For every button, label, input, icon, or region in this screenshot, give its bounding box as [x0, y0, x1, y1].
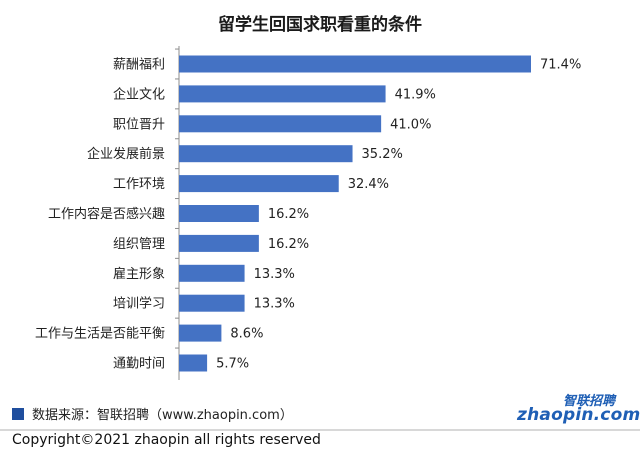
category-label: 工作环境	[113, 177, 165, 192]
category-label: 工作与生活是否能平衡	[35, 327, 165, 342]
chart-title: 留学生回国求职看重的条件	[218, 15, 422, 35]
bar	[179, 145, 353, 163]
bar	[179, 324, 222, 342]
bar	[179, 294, 245, 312]
bar-chart: 薪酬福利 71.4% 企业文化 41.9% 职位晋升 41.0% 企业发展前景 35.2% 工作…	[35, 46, 581, 380]
logo-cn-text: 智联招聘	[563, 394, 616, 409]
value-label: 8.6%	[230, 327, 263, 342]
zhaopin-logo: 智联招聘 zhaopin.com	[515, 390, 640, 430]
bar	[179, 264, 245, 282]
category-label: 培训学习	[113, 296, 165, 312]
value-label: 71.4%	[540, 58, 581, 73]
bar	[179, 55, 531, 73]
category-label: 企业发展前景	[87, 146, 165, 162]
value-label: 13.3%	[254, 297, 295, 312]
value-label: 13.3%	[254, 267, 295, 282]
source-text: 数据来源：智联招聘（www.zhaopin.com）	[32, 408, 293, 423]
bar	[179, 354, 208, 372]
category-label: 工作内容是否感兴趣	[48, 206, 165, 222]
value-label: 41.9%	[395, 87, 436, 102]
bar	[179, 234, 259, 252]
source-marker-icon	[12, 407, 24, 420]
category-label: 组织管理	[113, 237, 165, 252]
category-label: 薪酬福利	[113, 58, 165, 73]
value-label: 5.7%	[216, 357, 249, 372]
copyright-text: Copyright©2021 zhaopin all rights reserv…	[12, 432, 321, 448]
category-label: 雇主形象	[113, 266, 165, 282]
value-label: 35.2%	[362, 147, 403, 162]
bar	[179, 205, 259, 222]
category-label: 企业文化	[113, 86, 165, 102]
bar	[179, 175, 339, 193]
value-label: 16.2%	[268, 237, 309, 252]
data-source: 数据来源：智联招聘（www.zhaopin.com）	[12, 404, 293, 423]
logo-en-text: zhaopin.com	[517, 405, 640, 425]
value-label: 41.0%	[390, 117, 431, 132]
value-label: 32.4%	[348, 177, 389, 192]
category-label: 通勤时间	[113, 357, 165, 372]
value-label: 16.2%	[268, 207, 309, 222]
bar	[179, 85, 386, 103]
footer-divider	[0, 429, 640, 431]
bar	[179, 115, 382, 133]
category-label: 职位晋升	[113, 117, 165, 132]
